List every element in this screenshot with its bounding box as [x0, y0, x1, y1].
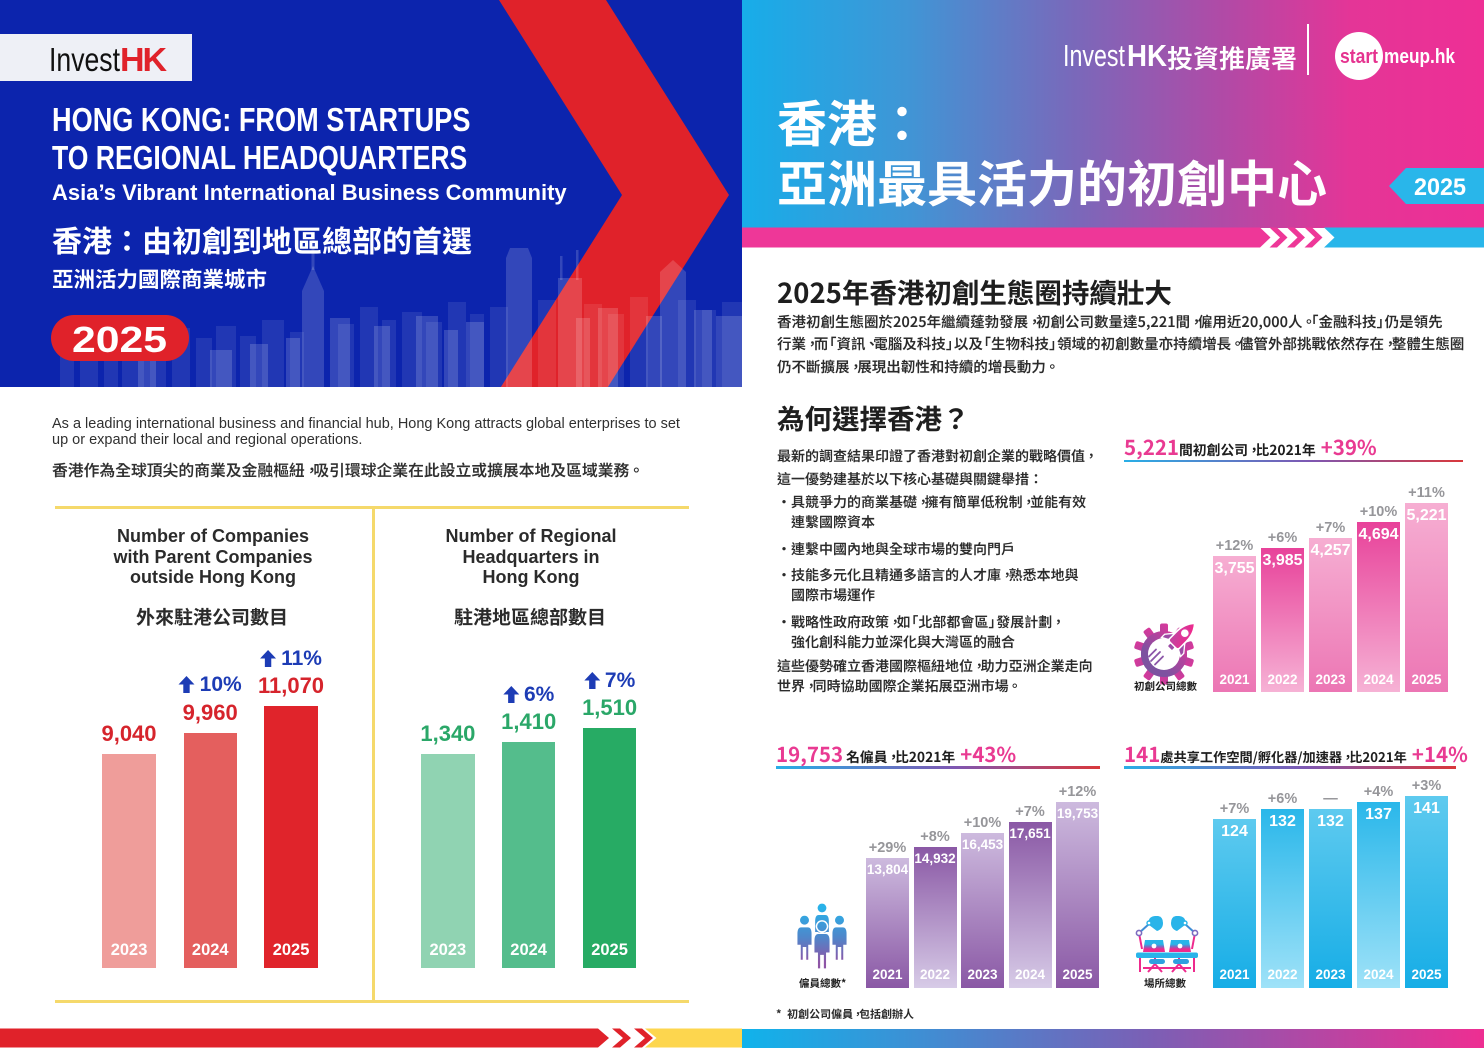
svg-text:HK: HK — [1127, 38, 1168, 73]
svg-text:2025: 2025 — [72, 319, 167, 360]
svg-text:2025: 2025 — [1414, 174, 1466, 201]
svg-text:Invest: Invest — [1063, 38, 1125, 73]
svg-text:Invest: Invest — [49, 41, 120, 78]
svg-text:HK: HK — [120, 41, 167, 78]
svg-text:meup.hk: meup.hk — [1384, 46, 1456, 68]
svg-text:start: start — [1340, 46, 1378, 68]
